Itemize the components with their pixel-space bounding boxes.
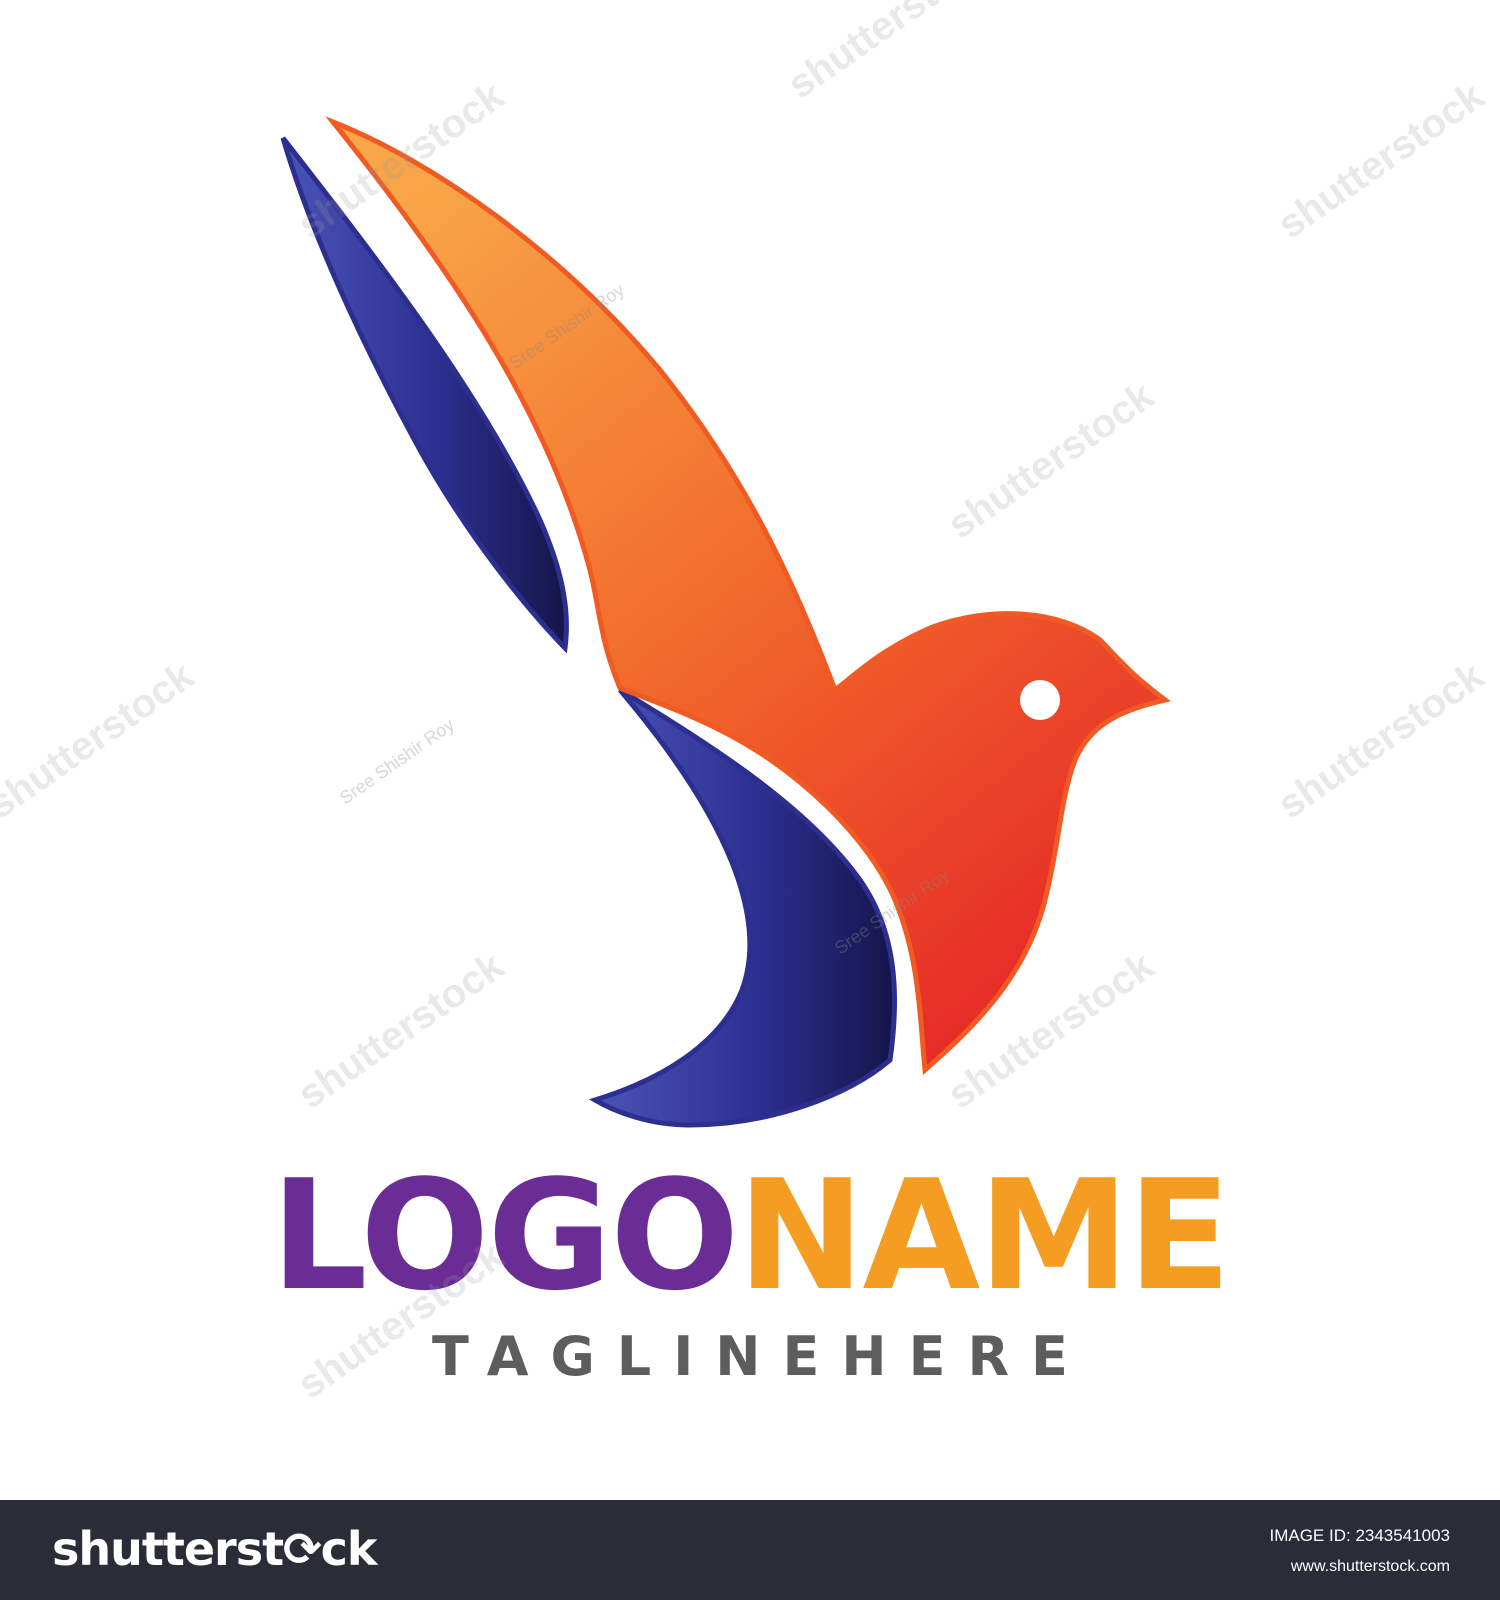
back-wing-shape <box>280 136 569 654</box>
footer-brand-logo: shutterst⟳ck <box>52 1522 378 1576</box>
wordmark-name-part: NAME <box>737 1147 1231 1324</box>
bird-logo-graphic <box>280 116 1171 1128</box>
footer-bar: shutterst⟳ck IMAGE ID: 2343541003 www.sh… <box>0 1500 1500 1600</box>
bird-eye <box>1020 680 1060 720</box>
tail-shape <box>588 687 898 1128</box>
logo-wordmark: LOGONAME <box>0 1160 1500 1312</box>
image-canvas: LOGONAME TAGLINEHERE shutterstock shutte… <box>0 0 1500 1408</box>
wordmark-logo-part: LOGO <box>270 1147 740 1324</box>
footer-image-id: IMAGE ID: 2343541003 <box>1269 1526 1450 1545</box>
bird-body-shape <box>325 116 1171 1076</box>
footer-url: www.shutterstock.com <box>1290 1558 1450 1575</box>
logo-tagline: TAGLINEHERE <box>432 1325 1090 1388</box>
